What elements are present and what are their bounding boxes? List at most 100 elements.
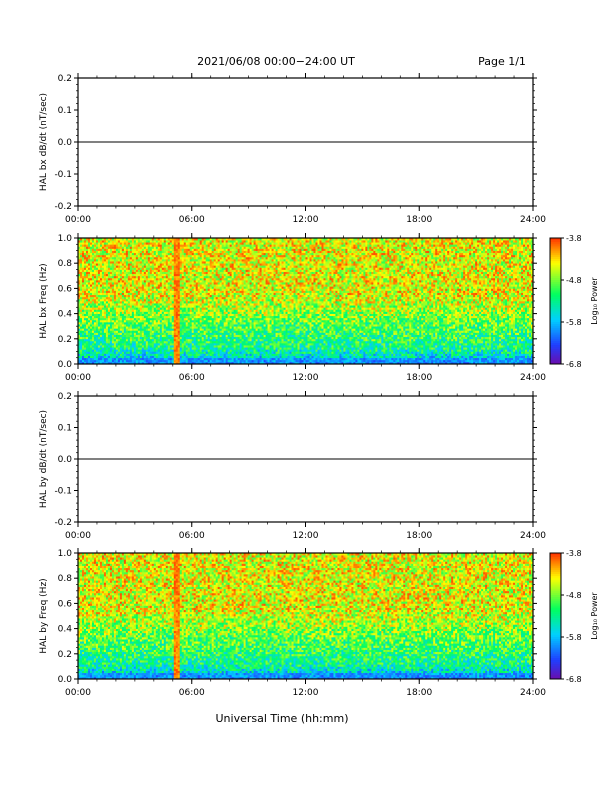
spectrogram-cell bbox=[94, 305, 96, 307]
spectrogram-cell bbox=[232, 305, 234, 307]
spectrogram-cell bbox=[200, 305, 202, 307]
spectrogram-cell bbox=[196, 320, 198, 322]
spectrogram-cell bbox=[104, 286, 106, 288]
spectrogram-cell bbox=[154, 293, 156, 295]
spectrogram-cell bbox=[174, 305, 176, 307]
spectrogram-cell bbox=[142, 326, 144, 328]
spectrogram-cell bbox=[190, 280, 192, 282]
spectrogram-cell bbox=[232, 267, 234, 269]
spectrogram-cell bbox=[132, 328, 134, 330]
spectrogram-cell bbox=[164, 253, 166, 255]
spectrogram-cell bbox=[126, 316, 128, 318]
spectrogram-cell bbox=[174, 255, 176, 257]
spectrogram-cell bbox=[168, 303, 170, 305]
spectrogram-cell bbox=[140, 253, 142, 255]
spectrogram-cell bbox=[82, 345, 84, 347]
spectrogram-cell bbox=[158, 295, 160, 297]
spectrogram-cell bbox=[158, 307, 160, 309]
spectrogram-cell bbox=[210, 249, 212, 251]
spectrogram-cell bbox=[100, 320, 102, 322]
spectrogram-cell bbox=[126, 318, 128, 320]
spectrogram-cell bbox=[126, 314, 128, 316]
spectrogram-cell bbox=[214, 267, 216, 269]
spectrogram-cell bbox=[96, 320, 98, 322]
spectrogram-cell bbox=[232, 330, 234, 332]
spectrogram-cell bbox=[196, 337, 198, 339]
spectrogram-cell bbox=[128, 280, 130, 282]
spectrogram-cell bbox=[164, 246, 166, 248]
spectrogram-cell bbox=[174, 320, 176, 322]
spectrogram-cell bbox=[164, 293, 166, 295]
spectrogram-cell bbox=[214, 244, 216, 246]
spectrogram-cell bbox=[186, 351, 188, 353]
spectrogram-cell bbox=[142, 263, 144, 265]
spectrogram-cell bbox=[128, 330, 130, 332]
spectrogram-cell bbox=[122, 251, 124, 253]
spectrogram-cell bbox=[190, 259, 192, 261]
spectrogram-cell bbox=[136, 339, 138, 341]
spectrogram-cell bbox=[142, 314, 144, 316]
spectrogram-cell bbox=[168, 312, 170, 314]
spectrogram-cell bbox=[190, 261, 192, 263]
spectrogram-cell bbox=[146, 347, 148, 349]
spectrogram-cell bbox=[236, 274, 238, 276]
spectrogram-cell bbox=[218, 274, 220, 276]
spectrogram-cell bbox=[96, 358, 98, 360]
spectrogram-cell bbox=[100, 333, 102, 335]
spectrogram-cell bbox=[174, 326, 176, 328]
spectrogram-cell bbox=[182, 240, 184, 242]
spectrogram-cell bbox=[190, 263, 192, 265]
spectrogram-cell bbox=[86, 253, 88, 255]
spectrogram-cell bbox=[196, 276, 198, 278]
spectrogram-cell bbox=[136, 261, 138, 263]
spectrogram-cell bbox=[222, 240, 224, 242]
spectrogram-cell bbox=[142, 318, 144, 320]
spectrogram-cell bbox=[160, 343, 162, 345]
spectrogram-cell bbox=[196, 284, 198, 286]
spectrogram-cell bbox=[164, 328, 166, 330]
spectrogram-cell bbox=[190, 360, 192, 362]
y-tick-label: 0.0 bbox=[58, 138, 73, 148]
spectrogram-cell bbox=[222, 267, 224, 269]
spectrogram-cell bbox=[218, 297, 220, 299]
spectrogram-cell bbox=[150, 335, 152, 337]
spectrogram-cell bbox=[136, 242, 138, 244]
spectrogram-cell bbox=[186, 337, 188, 339]
spectrogram-cell bbox=[174, 347, 176, 349]
spectrogram-cell bbox=[150, 301, 152, 303]
spectrogram-cell bbox=[100, 278, 102, 280]
spectrogram-cell bbox=[232, 337, 234, 339]
spectrogram-cell bbox=[114, 284, 116, 286]
spectrogram-cell bbox=[182, 356, 184, 358]
spectrogram-cell bbox=[172, 253, 174, 255]
spectrogram-cell bbox=[218, 291, 220, 293]
spectrogram-cell bbox=[222, 349, 224, 351]
spectrogram-cell bbox=[126, 293, 128, 295]
spectrogram-cell bbox=[118, 276, 120, 278]
spectrogram-cell bbox=[182, 251, 184, 253]
spectrogram-cell bbox=[164, 320, 166, 322]
spectrogram-cell bbox=[136, 286, 138, 288]
spectrogram-cell bbox=[82, 274, 84, 276]
spectrogram-cell bbox=[122, 288, 124, 290]
spectrogram-cell bbox=[82, 349, 84, 351]
spectrogram-cell bbox=[214, 295, 216, 297]
spectrogram-cell bbox=[154, 358, 156, 360]
spectrogram-cell bbox=[86, 343, 88, 345]
spectrogram-cell bbox=[232, 345, 234, 347]
spectrogram-cell bbox=[146, 261, 148, 263]
spectrogram-cell bbox=[132, 301, 134, 303]
spectrogram-cell bbox=[150, 316, 152, 318]
spectrogram-cell bbox=[174, 249, 176, 251]
spectrogram-cell bbox=[158, 318, 160, 320]
spectrogram-cell bbox=[150, 312, 152, 314]
spectrogram-cell bbox=[190, 293, 192, 295]
spectrogram-cell bbox=[136, 322, 138, 324]
spectrogram-cell bbox=[208, 333, 210, 335]
spectrogram-cell bbox=[214, 301, 216, 303]
spectrogram-cell bbox=[168, 255, 170, 257]
spectrogram-cell bbox=[192, 249, 194, 251]
spectrogram-cell bbox=[82, 335, 84, 337]
spectrogram-cell bbox=[168, 265, 170, 267]
spectrogram-cell bbox=[160, 291, 162, 293]
